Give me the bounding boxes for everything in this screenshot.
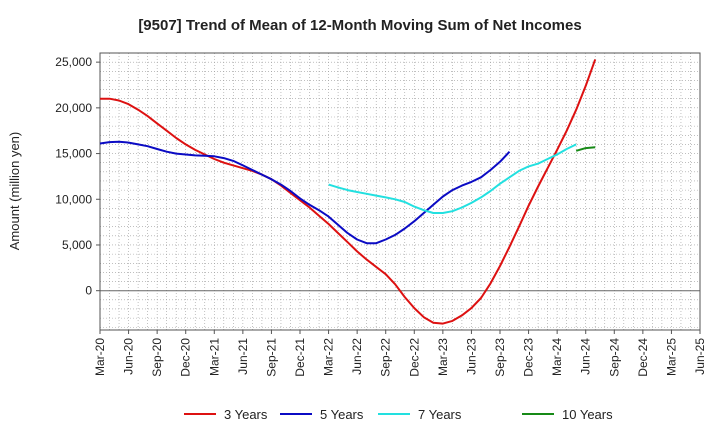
x-tick-label: Mar-25 bbox=[664, 338, 678, 376]
x-tick-label: Jun-24 bbox=[579, 338, 593, 375]
legend-label: 7 Years bbox=[418, 407, 462, 422]
chart-title: [9507] Trend of Mean of 12-Month Moving … bbox=[138, 17, 581, 34]
x-tick-label: Mar-21 bbox=[207, 338, 221, 376]
series-layer bbox=[99, 59, 597, 325]
x-tick-label: Sep-24 bbox=[607, 338, 621, 377]
x-tick-label: Jun-25 bbox=[693, 338, 707, 375]
x-tick-label: Sep-23 bbox=[493, 338, 507, 377]
x-tick-label: Jun-22 bbox=[350, 338, 364, 375]
y-tick-label: 10,000 bbox=[55, 192, 92, 206]
series-line-3-years bbox=[100, 59, 597, 325]
y-axis-label: Amount (million yen) bbox=[7, 132, 22, 251]
legend-label: 10 Years bbox=[562, 407, 613, 422]
y-axis-ticks: 0 5,000 10,000 15,000 20,000 25,000 bbox=[55, 55, 100, 298]
x-tick-label: Mar-22 bbox=[322, 338, 336, 376]
x-tick-label: Jun-21 bbox=[236, 338, 250, 375]
x-tick-label: Jun-20 bbox=[122, 338, 136, 375]
x-tick-label: Dec-20 bbox=[179, 338, 193, 377]
x-tick-label: Sep-21 bbox=[264, 338, 278, 377]
legend-label: 5 Years bbox=[320, 407, 364, 422]
legend: 3 Years 5 Years 7 Years 10 Years bbox=[184, 407, 613, 422]
x-axis-ticks: Mar-20 Jun-20 Sep-20 Dec-20 Mar-21 Jun-21 Sep-… bbox=[93, 330, 707, 377]
x-tick-label: Sep-22 bbox=[379, 338, 393, 377]
plot-frame bbox=[99, 52, 701, 331]
x-tick-label: Mar-23 bbox=[436, 338, 450, 376]
x-tick-label: Mar-24 bbox=[550, 338, 564, 376]
y-tick-label: 25,000 bbox=[55, 55, 92, 69]
y-tick-label: 20,000 bbox=[55, 101, 92, 115]
x-tick-label: Sep-20 bbox=[150, 338, 164, 377]
series-line-5-years bbox=[99, 140, 511, 245]
x-tick-label: Mar-20 bbox=[93, 338, 107, 376]
x-tick-label: Jun-23 bbox=[464, 338, 478, 375]
legend-label: 3 Years bbox=[224, 407, 268, 422]
x-tick-label: Dec-24 bbox=[636, 338, 650, 377]
x-tick-label: Dec-22 bbox=[407, 338, 421, 377]
y-tick-label: 0 bbox=[85, 284, 92, 298]
x-tick-label: Dec-21 bbox=[293, 338, 307, 377]
y-tick-label: 5,000 bbox=[62, 238, 92, 252]
series-line-7-years bbox=[328, 143, 577, 214]
series-line-10-years bbox=[575, 146, 596, 152]
y-tick-label: 15,000 bbox=[55, 147, 92, 161]
grid-lines bbox=[100, 52, 700, 330]
x-tick-label: Dec-23 bbox=[522, 338, 536, 377]
